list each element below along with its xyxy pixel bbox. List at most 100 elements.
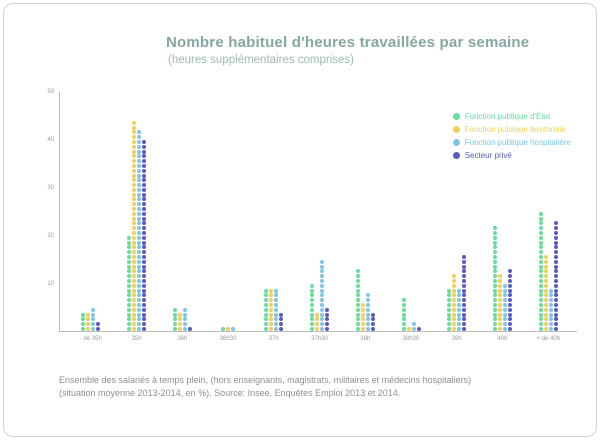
y-tick-label: 10 [47, 281, 54, 287]
dot [325, 317, 330, 322]
dot [507, 303, 512, 308]
dot [315, 322, 320, 327]
dot [274, 307, 279, 312]
dot [132, 255, 137, 260]
dot [360, 307, 365, 312]
dot [497, 298, 502, 303]
dot [502, 293, 507, 298]
dot-column [355, 269, 360, 331]
dot [355, 303, 360, 308]
dot [177, 327, 182, 331]
dot [492, 298, 497, 303]
dot [132, 139, 137, 144]
dot [320, 279, 325, 284]
dot [86, 317, 91, 322]
dot [538, 279, 543, 284]
dot [127, 255, 132, 260]
dot [310, 317, 315, 322]
dot [507, 279, 512, 284]
dot [355, 312, 360, 317]
x-axis-label: 36h30 [219, 336, 237, 342]
dot [457, 327, 462, 331]
dot [142, 178, 147, 183]
dot [553, 307, 558, 312]
legend-item: Fonction publique d'État [452, 112, 571, 121]
dot [553, 274, 558, 279]
dot [462, 307, 467, 312]
dot [137, 307, 142, 312]
dot [355, 317, 360, 322]
dot [452, 322, 457, 327]
dot [507, 312, 512, 317]
dot [538, 231, 543, 236]
dot [497, 317, 502, 322]
dot-cluster [127, 120, 147, 331]
dot [553, 288, 558, 293]
dot [538, 317, 543, 322]
dot [497, 274, 502, 279]
dot [230, 327, 235, 331]
dot [548, 317, 553, 322]
dot [132, 303, 137, 308]
dot [269, 288, 274, 293]
dot [137, 255, 142, 260]
dot [182, 317, 187, 322]
dot [543, 298, 548, 303]
dot [553, 322, 558, 327]
dot [137, 327, 142, 331]
dot-cluster [538, 211, 558, 331]
dot-cluster [492, 226, 512, 331]
dot [142, 211, 147, 216]
dot [502, 312, 507, 317]
dot-column [177, 312, 182, 331]
dot [142, 259, 147, 264]
dot [132, 187, 137, 192]
dot [538, 235, 543, 240]
dot [269, 293, 274, 298]
legend-label: Fonction publique hospitalière [464, 138, 571, 147]
dot [132, 192, 137, 197]
dot [132, 163, 137, 168]
dot [553, 312, 558, 317]
dot [142, 303, 147, 308]
dot [132, 293, 137, 298]
dot [182, 322, 187, 327]
dot [543, 307, 548, 312]
dot [462, 293, 467, 298]
legend-label: Fonction publique d'État [464, 112, 551, 121]
dot-cluster [310, 259, 330, 331]
category-group: 38h30 [388, 92, 434, 342]
dot [401, 312, 406, 317]
dot [172, 327, 177, 331]
dot [507, 269, 512, 274]
dot [492, 293, 497, 298]
dot [127, 322, 132, 327]
dot [553, 293, 558, 298]
category-group: 36h [159, 92, 205, 342]
x-axis-label: 37h30 [311, 336, 328, 342]
dot [447, 303, 452, 308]
dot [279, 322, 284, 327]
dot [137, 154, 142, 159]
dot [355, 298, 360, 303]
dot [548, 293, 553, 298]
dot [320, 312, 325, 317]
dot-column [264, 288, 269, 331]
dot [132, 211, 137, 216]
dot [310, 303, 315, 308]
dot [142, 163, 147, 168]
dot [279, 317, 284, 322]
dot [310, 293, 315, 298]
dot [269, 312, 274, 317]
dot [401, 317, 406, 322]
dot [553, 303, 558, 308]
dot [137, 173, 142, 178]
dot [360, 327, 365, 331]
dot [507, 317, 512, 322]
dot [127, 240, 132, 245]
dot [492, 317, 497, 322]
dot [132, 322, 137, 327]
dot [543, 264, 548, 269]
dot [548, 298, 553, 303]
dot [538, 264, 543, 269]
